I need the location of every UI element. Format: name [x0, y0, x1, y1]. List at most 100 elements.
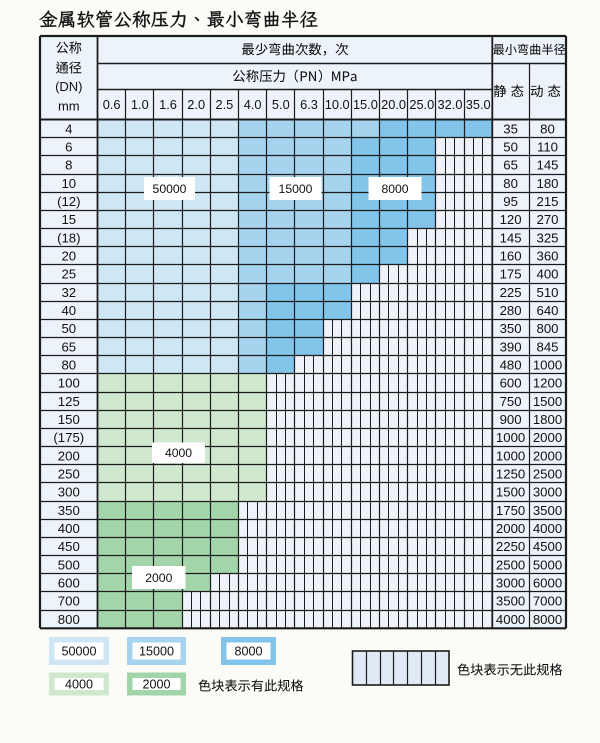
- svg-text:225: 225: [500, 285, 522, 300]
- svg-text:80: 80: [503, 176, 518, 191]
- svg-text:1200: 1200: [533, 376, 562, 391]
- svg-text:50: 50: [503, 140, 518, 155]
- svg-text:3500: 3500: [533, 503, 562, 518]
- svg-text:350: 350: [58, 503, 80, 518]
- svg-text:4.0: 4.0: [244, 97, 262, 112]
- svg-text:80: 80: [540, 121, 555, 136]
- svg-text:800: 800: [536, 321, 558, 336]
- svg-text:325: 325: [536, 230, 558, 245]
- svg-text:2500: 2500: [496, 557, 525, 572]
- svg-text:800: 800: [58, 612, 80, 627]
- svg-text:110: 110: [537, 140, 558, 155]
- svg-text:15.0: 15.0: [353, 97, 378, 112]
- svg-text:2000: 2000: [142, 678, 170, 692]
- svg-text:100: 100: [58, 376, 80, 391]
- svg-text:4000: 4000: [65, 678, 93, 692]
- svg-text:25: 25: [61, 267, 76, 282]
- svg-text:845: 845: [536, 339, 558, 354]
- svg-text:2250: 2250: [496, 539, 525, 554]
- svg-text:250: 250: [58, 467, 80, 482]
- svg-text:280: 280: [500, 303, 522, 318]
- svg-text:0.6: 0.6: [103, 97, 121, 112]
- svg-text:8: 8: [65, 158, 72, 173]
- svg-text:1000: 1000: [496, 448, 525, 463]
- svg-text:65: 65: [503, 158, 518, 173]
- svg-text:2.5: 2.5: [216, 97, 234, 112]
- svg-text:6.3: 6.3: [300, 97, 318, 112]
- svg-text:40: 40: [61, 303, 76, 318]
- svg-text:200: 200: [58, 448, 80, 463]
- svg-text:145: 145: [536, 158, 558, 173]
- svg-text:35.0: 35.0: [466, 97, 491, 112]
- svg-text:450: 450: [58, 539, 80, 554]
- svg-text:400: 400: [536, 267, 558, 282]
- svg-text:mm: mm: [58, 99, 80, 114]
- svg-text:500: 500: [58, 557, 80, 572]
- svg-text:1000: 1000: [496, 430, 525, 445]
- svg-text:3000: 3000: [496, 576, 525, 591]
- svg-text:480: 480: [500, 358, 522, 373]
- svg-text:8000: 8000: [234, 645, 262, 659]
- svg-text:510: 510: [536, 285, 558, 300]
- svg-text:2.0: 2.0: [187, 97, 205, 112]
- svg-text:20: 20: [61, 249, 76, 264]
- svg-text:50: 50: [61, 321, 76, 336]
- svg-text:180: 180: [536, 176, 558, 191]
- svg-text:4500: 4500: [533, 539, 562, 554]
- svg-text:15000: 15000: [279, 182, 313, 196]
- svg-text:8000: 8000: [381, 182, 408, 196]
- svg-text:2000: 2000: [145, 571, 172, 585]
- svg-text:20.0: 20.0: [381, 97, 406, 112]
- svg-text:1750: 1750: [496, 503, 525, 518]
- svg-text:900: 900: [500, 412, 522, 427]
- svg-text:10: 10: [61, 176, 76, 191]
- svg-text:2000: 2000: [496, 521, 525, 536]
- svg-text:1250: 1250: [496, 467, 525, 482]
- svg-text:7000: 7000: [533, 594, 562, 609]
- svg-text:(DN): (DN): [55, 79, 82, 94]
- svg-text:65: 65: [61, 339, 76, 354]
- svg-text:160: 160: [500, 249, 522, 264]
- svg-text:1000: 1000: [533, 358, 562, 373]
- svg-text:80: 80: [61, 358, 76, 373]
- svg-text:300: 300: [58, 485, 80, 500]
- svg-text:270: 270: [536, 212, 558, 227]
- svg-text:640: 640: [536, 303, 558, 318]
- svg-text:600: 600: [58, 576, 80, 591]
- svg-text:150: 150: [58, 412, 80, 427]
- svg-text:4000: 4000: [533, 521, 562, 536]
- svg-text:390: 390: [500, 339, 522, 354]
- svg-text:700: 700: [58, 594, 80, 609]
- svg-text:50000: 50000: [61, 645, 96, 659]
- svg-text:15: 15: [61, 212, 76, 227]
- svg-text:4: 4: [65, 121, 72, 136]
- svg-text:215: 215: [536, 194, 558, 209]
- svg-text:2500: 2500: [533, 467, 562, 482]
- svg-text:6: 6: [65, 140, 72, 155]
- svg-text:125: 125: [58, 394, 80, 409]
- svg-text:15000: 15000: [139, 645, 174, 659]
- svg-text:25.0: 25.0: [409, 97, 434, 112]
- svg-text:4000: 4000: [165, 446, 192, 460]
- svg-text:175: 175: [500, 267, 522, 282]
- svg-text:120: 120: [500, 212, 522, 227]
- svg-text:2000: 2000: [533, 448, 562, 463]
- svg-text:1.6: 1.6: [159, 97, 177, 112]
- svg-text:1.0: 1.0: [131, 97, 149, 112]
- svg-text:32: 32: [61, 285, 76, 300]
- svg-text:145: 145: [500, 230, 522, 245]
- svg-text:(12): (12): [57, 194, 80, 209]
- svg-text:5000: 5000: [533, 557, 562, 572]
- svg-text:35: 35: [503, 121, 518, 136]
- svg-text:5.0: 5.0: [272, 97, 290, 112]
- svg-text:600: 600: [500, 376, 522, 391]
- svg-text:1500: 1500: [533, 394, 562, 409]
- svg-text:32.0: 32.0: [438, 97, 463, 112]
- svg-text:3500: 3500: [496, 594, 525, 609]
- svg-text:2000: 2000: [533, 430, 562, 445]
- svg-text:750: 750: [500, 394, 522, 409]
- svg-text:350: 350: [500, 321, 522, 336]
- svg-text:(175): (175): [53, 430, 84, 445]
- svg-text:95: 95: [503, 194, 518, 209]
- svg-text:360: 360: [536, 249, 558, 264]
